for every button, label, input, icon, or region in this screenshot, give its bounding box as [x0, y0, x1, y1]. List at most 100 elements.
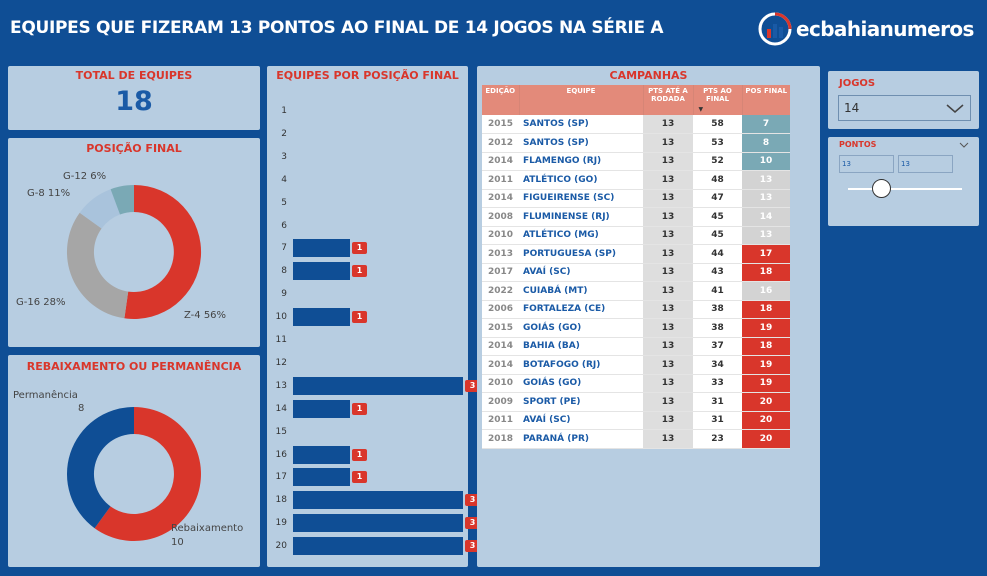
slice-g8[interactable] — [79, 189, 120, 229]
table-row[interactable]: 2008 FLUMINENSE (RJ) 13 45 14 — [482, 207, 790, 227]
position-bar[interactable] — [293, 491, 463, 510]
position-label: 15 — [275, 426, 287, 437]
pts-final-cell: 44 — [693, 244, 742, 264]
position-label: 6 — [281, 220, 287, 231]
edicao-cell: 2006 — [482, 300, 519, 319]
position-label: 20 — [275, 541, 287, 552]
slice-permanencia[interactable] — [66, 407, 134, 529]
pos-final-cell: 18 — [742, 300, 790, 319]
table-row[interactable]: 2006 FORTALEZA (CE) 13 38 18 — [482, 300, 790, 319]
pontos-slider-track[interactable] — [848, 188, 962, 190]
position-bar[interactable] — [293, 239, 350, 258]
table-row[interactable]: 2014 BOTAFOGO (RJ) 13 34 19 — [482, 355, 790, 375]
position-row: 9 — [267, 285, 467, 303]
pts-final-cell: 41 — [693, 281, 742, 301]
table-row[interactable]: 2018 PARANÁ (PR) 13 23 20 — [482, 429, 790, 449]
position-bar[interactable] — [293, 445, 350, 464]
por-posicao-card: EQUIPES POR POSIÇÃO FINAL 1 2 3 4 5 6 7 1 8 1 9 10 1… — [267, 66, 480, 567]
col-equipe[interactable]: EQUIPE — [519, 85, 644, 115]
table-row[interactable]: 2017 AVAÍ (SC) 13 43 18 — [482, 263, 790, 282]
pts-final-cell: 37 — [693, 337, 742, 356]
pts-rodada-cell: 13 — [643, 189, 693, 208]
slice-z4[interactable] — [124, 184, 202, 319]
campanhas-table: EDIÇÃO EQUIPE PTS ATÉ A RODADA PTS AO FI… — [482, 85, 790, 449]
edicao-cell: 2015 — [482, 115, 519, 134]
pos-final-cell: 20 — [742, 392, 790, 412]
equipe-cell: BOTAFOGO (RJ) — [519, 355, 643, 375]
pts-rodada-cell: 13 — [643, 411, 693, 430]
position-row: 18 3 — [267, 491, 480, 510]
pos-final-cell: 13 — [742, 189, 790, 208]
equipe-cell: PORTUGUESA (SP) — [519, 244, 643, 264]
position-bar[interactable] — [293, 376, 463, 395]
position-bar[interactable] — [293, 308, 350, 327]
equipe-cell: CUIABÁ (MT) — [519, 281, 643, 301]
table-row[interactable]: 2014 FLAMENGO (RJ) 13 52 10 — [482, 152, 790, 171]
col-pts-rodada[interactable]: PTS ATÉ A RODADA — [643, 85, 694, 115]
table-row[interactable]: 2011 AVAÍ (SC) 13 31 20 — [482, 411, 790, 430]
position-row: 4 — [267, 171, 467, 189]
table-row[interactable]: 2012 SANTOS (SP) 13 53 8 — [482, 133, 790, 153]
table-row[interactable]: 2014 FIGUEIRENSE (SC) 13 47 13 — [482, 189, 790, 208]
position-label: 18 — [275, 495, 287, 506]
col-pts-final[interactable]: PTS AO FINAL ▼ — [693, 85, 743, 115]
edicao-cell: 2013 — [482, 244, 519, 264]
col-pos-final[interactable]: POS FINAL — [742, 85, 790, 115]
slice-g16[interactable] — [66, 212, 129, 319]
position-count-badge: 1 — [352, 265, 367, 278]
position-count-badge: 3 — [465, 494, 480, 507]
pos-final-cell: 19 — [742, 318, 790, 338]
table-row[interactable]: 2011 ATLÉTICO (GO) 13 48 13 — [482, 170, 790, 190]
rebaixamento-card: REBAIXAMENTO OU PERMANÊNCIA Permanência … — [8, 355, 260, 567]
pontos-max-input[interactable]: 13 — [898, 155, 953, 173]
table-row[interactable]: 2010 ATLÉTICO (MG) 13 45 13 — [482, 226, 790, 245]
position-label: 2 — [281, 128, 287, 139]
edicao-cell: 2009 — [482, 392, 519, 412]
position-bar[interactable] — [293, 514, 463, 533]
pos-final-cell: 19 — [742, 374, 790, 393]
position-label: 14 — [275, 403, 287, 414]
edicao-cell: 2011 — [482, 170, 519, 190]
position-row: 13 3 — [267, 376, 480, 395]
table-row[interactable]: 2010 GOIÁS (GO) 13 33 19 — [482, 374, 790, 393]
pts-final-cell: 47 — [693, 189, 742, 208]
equipe-cell: AVAÍ (SC) — [519, 411, 643, 430]
pontos-min-input[interactable]: 13 — [839, 155, 894, 173]
pos-final-cell: 8 — [742, 133, 790, 153]
position-bar[interactable] — [293, 537, 463, 556]
pontos-slider-handle[interactable] — [872, 179, 891, 198]
chevron-down-icon[interactable] — [959, 142, 969, 148]
col-edicao[interactable]: EDIÇÃO — [482, 85, 520, 115]
table-row[interactable]: 2013 PORTUGUESA (SP) 13 44 17 — [482, 244, 790, 264]
position-count-badge: 1 — [352, 448, 367, 461]
slice-g12[interactable] — [110, 184, 134, 215]
pts-rodada-cell: 13 — [643, 374, 693, 393]
pts-final-cell: 38 — [693, 300, 742, 319]
table-row[interactable]: 2014 BAHIA (BA) 13 37 18 — [482, 337, 790, 356]
pos-final-cell: 10 — [742, 152, 790, 171]
table-row[interactable]: 2022 CUIABÁ (MT) 13 41 16 — [482, 281, 790, 301]
position-count-badge: 3 — [465, 379, 480, 392]
edicao-cell: 2008 — [482, 207, 519, 227]
campanhas-card: CAMPANHAS EDIÇÃO EQUIPE PTS ATÉ A RODADA… — [477, 66, 820, 567]
slice-rebaixamento[interactable] — [94, 407, 201, 541]
position-label: 12 — [275, 357, 287, 368]
position-bar[interactable] — [293, 468, 350, 487]
position-row: 2 — [267, 125, 467, 143]
col-pts-final-label: PTS AO FINAL — [703, 87, 732, 103]
jogos-dropdown[interactable]: 14 — [838, 95, 971, 121]
label-g16: G-16 28% — [16, 297, 66, 308]
table-row[interactable]: 2015 SANTOS (SP) 13 58 7 — [482, 115, 790, 134]
table-row[interactable]: 2009 SPORT (PE) 13 31 20 — [482, 392, 790, 412]
equipe-cell: FORTALEZA (CE) — [519, 300, 643, 319]
pos-final-cell: 16 — [742, 281, 790, 301]
position-bar[interactable] — [293, 399, 350, 418]
table-row[interactable]: 2015 GOIÁS (GO) 13 38 19 — [482, 318, 790, 338]
label-rebaixamento: Rebaixamento — [171, 523, 244, 534]
pts-final-cell: 23 — [693, 429, 742, 449]
equipe-cell: AVAÍ (SC) — [519, 263, 643, 282]
position-bar[interactable] — [293, 262, 350, 281]
equipe-cell: GOIÁS (GO) — [519, 374, 643, 393]
pos-final-cell: 20 — [742, 411, 790, 430]
pts-final-cell: 33 — [693, 374, 742, 393]
